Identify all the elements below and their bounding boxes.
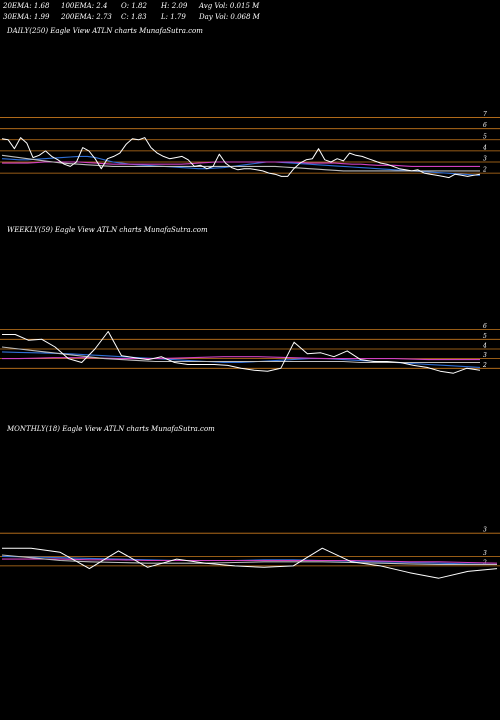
header-day-vol: Day Vol: 0.068 M [199,13,260,21]
y-tick-label: 6 [483,122,487,129]
y-tick-label: 3 [483,550,487,557]
monthly-chart: 332 [0,527,500,579]
ema-medium-line [2,161,480,167]
header-ema20: 20EMA: 1.68 [3,2,50,10]
header-close: C: 1.83 [121,13,147,21]
header-ema200: 200EMA: 2.73 [61,13,112,21]
y-tick-label: 2 [482,362,487,369]
y-tick-label: 4 [482,144,487,151]
ema-slow-line [1,154,480,172]
y-tick-label: 4 [482,342,487,349]
price-line [2,547,498,579]
daily-chart-title: DAILY(250) Eagle View ATLN charts Munafa… [7,27,203,35]
y-tick-label: 3 [483,156,487,163]
y-tick-label: 7 [483,111,487,118]
weekly-chart-title: WEEKLY(59) Eagle View ATLN charts Munafa… [7,226,208,234]
header-low: L: 1.79 [161,13,186,21]
price-line [2,331,481,374]
y-tick-label: 2 [482,167,487,174]
header-open: O: 1.82 [121,2,147,10]
y-tick-label: 5 [483,333,487,340]
ema-slow-line [1,554,497,566]
header-avg-vol: Avg Vol: 0.015 M [199,2,260,10]
header-high: H: 2.09 [161,2,188,10]
header-ema100: 100EMA: 2.4 [61,2,108,10]
ema-fast-line [1,155,481,176]
ema-medium-line [2,558,498,564]
header-ema30: 30EMA: 1.99 [3,13,50,21]
weekly-chart: 6 5 4 3 2 [0,323,500,374]
daily-chart: 7 6 5 4 3 2 [0,111,500,179]
y-tick-label: 5 [483,133,487,140]
ema-medium-line [2,356,480,361]
y-tick-label: 3 [483,527,487,534]
price-line [1,137,481,179]
y-tick-label: 6 [483,323,487,330]
monthly-chart-title: MONTHLY(18) Eagle View ATLN charts Munaf… [7,425,215,433]
y-tick-label: 3 [483,352,487,359]
